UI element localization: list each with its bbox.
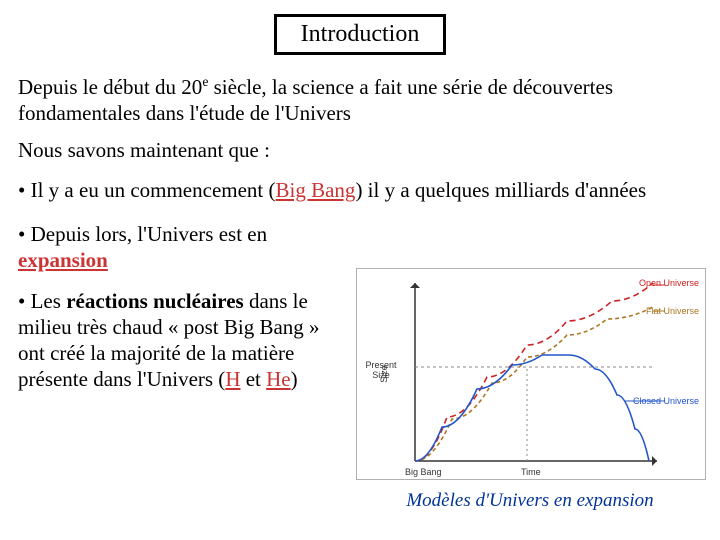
element-h: H	[225, 367, 240, 391]
chart-svg	[357, 269, 705, 479]
bigbang-highlight: Big Bang	[276, 178, 356, 202]
bullet1-pre: • Il y a eu un commencement (	[18, 178, 276, 202]
nuclear-bold: réactions nucléaires	[66, 289, 244, 313]
chart-caption: Modèles d'Univers en expansion	[356, 490, 704, 512]
intro-pre: Depuis le début du 20	[18, 75, 202, 99]
bullet-bigbang: • Il y a eu un commencement (Big Bang) i…	[18, 177, 702, 203]
expansion-highlight: expansion	[18, 248, 108, 272]
element-he: He	[266, 367, 291, 391]
lead-in: Nous savons maintenant que :	[18, 137, 702, 163]
x-label-bigbang: Big Bang	[405, 467, 442, 477]
legend-open: Open Universe	[639, 279, 699, 288]
intro-paragraph: Depuis le début du 20e siècle, la scienc…	[18, 73, 702, 127]
bullet-expansion: • Depuis lors, l'Univers est en expansio…	[18, 221, 348, 274]
bullet-nuclear: • Les réactions nucléaires dans le milie…	[18, 288, 348, 393]
expansion-chart-figure: Size Present Size Big Bang Time Open Uni…	[356, 268, 704, 512]
bullet3-close: )	[291, 367, 298, 391]
legend-closed: Closed Universe	[633, 397, 699, 406]
legend-flat: Flat Universe	[646, 307, 699, 316]
bullet1-post: ) il y a quelques milliards d'années	[355, 178, 646, 202]
bullet2-pre: • Depuis lors, l'Univers est en	[18, 222, 267, 246]
page-title: Introduction	[274, 14, 447, 55]
expansion-chart: Size Present Size Big Bang Time Open Uni…	[356, 268, 706, 480]
x-label-time: Time	[521, 467, 541, 477]
present-size-label: Present Size	[361, 361, 401, 381]
bullet3-and: et	[240, 367, 266, 391]
bullet3-pre: • Les	[18, 289, 66, 313]
